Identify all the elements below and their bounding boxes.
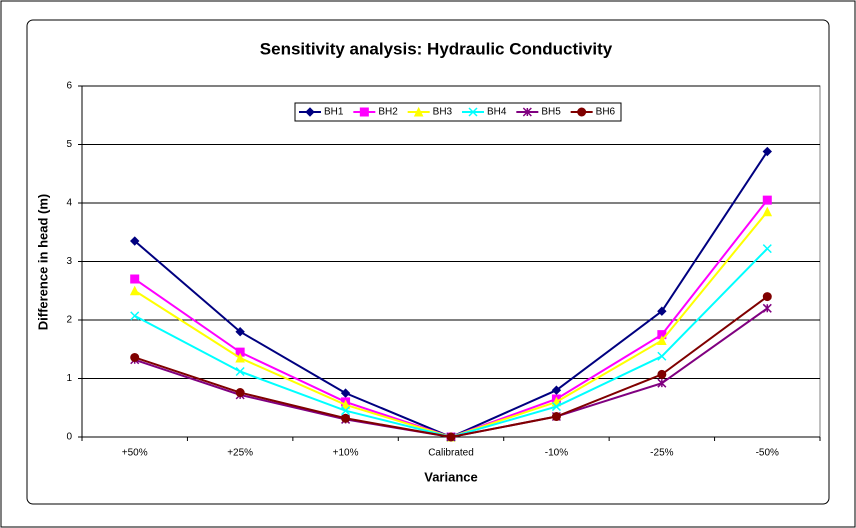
marker [130,352,140,362]
marker [129,285,140,296]
x-tick-label: +25% [227,448,253,459]
marker [340,399,351,410]
y-tick-label: 3 [66,256,72,267]
x-axis-label: Variance [424,469,478,484]
y-axis-label: Difference in head (m) [35,194,50,331]
marker [762,303,772,313]
marker [235,366,245,377]
marker [657,306,667,316]
marker [235,347,245,357]
x-tick-label: +50% [122,448,148,459]
marker [657,351,667,361]
marker [130,236,140,246]
y-tick-label: 5 [66,139,72,150]
marker [657,369,667,379]
legend-label: BH2 [378,107,398,118]
marker [551,402,561,412]
marker [657,335,667,345]
legend-label: BH4 [487,107,507,118]
marker [762,292,772,302]
x-tick-label: Calibrated [428,448,474,459]
marker [657,378,667,388]
marker [341,413,351,423]
x-tick-label: -10% [545,448,568,459]
marker [551,385,562,395]
marker [340,388,351,398]
legend-label: BH1 [324,107,344,118]
legend-label: BH5 [541,107,561,118]
marker [235,326,245,337]
marker [235,352,245,363]
marker [130,274,140,284]
marker [522,107,532,117]
x-tick-label: -50% [756,448,779,459]
legend-label: BH6 [596,107,616,118]
marker [551,412,561,422]
marker [413,106,424,117]
marker [446,432,456,442]
marker [762,206,773,217]
x-tick-label: +10% [333,448,359,459]
marker [762,244,772,254]
marker [468,107,478,117]
marker [762,146,772,157]
marker [359,107,369,117]
y-tick-label: 4 [66,198,72,209]
x-tick-label: -25% [650,448,673,459]
legend-box [294,102,622,122]
marker [577,107,587,117]
marker [341,406,351,416]
marker [305,107,315,117]
chart-title: Sensitivity analysis: Hydraulic Conducti… [260,39,613,58]
y-tick-label: 2 [66,315,72,326]
marker [130,311,140,321]
marker [762,195,772,205]
legend-label: BH3 [433,107,453,118]
y-tick-label: 6 [66,81,72,92]
y-tick-label: 1 [66,373,72,384]
marker [235,388,245,398]
y-tick-label: 0 [66,432,72,443]
